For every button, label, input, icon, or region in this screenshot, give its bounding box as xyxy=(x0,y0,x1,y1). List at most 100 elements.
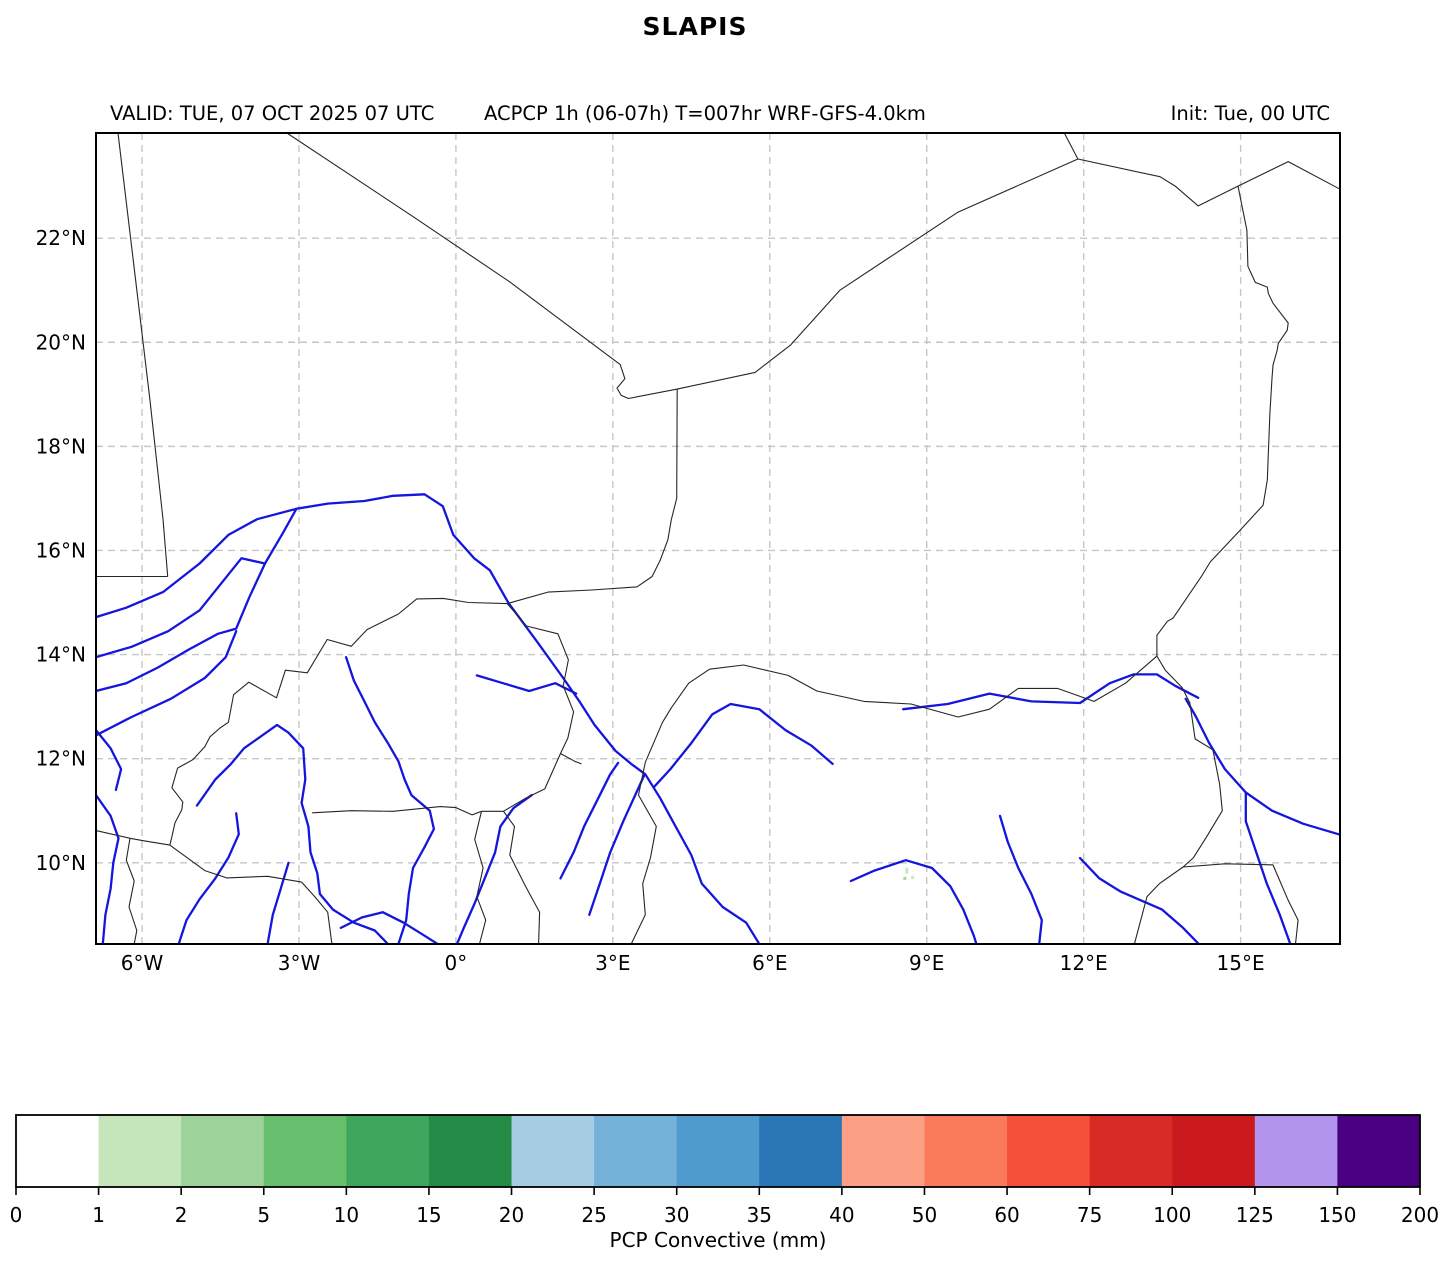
lat-tick-label: 22°N xyxy=(36,226,86,250)
river xyxy=(96,630,238,737)
colorbar-segment xyxy=(676,1115,760,1187)
lon-tick-label: 12°E xyxy=(1060,951,1108,975)
country-border xyxy=(286,133,629,400)
country-border xyxy=(628,158,1079,400)
colorbar-tick-label: 75 xyxy=(1077,1203,1102,1227)
country-border xyxy=(125,838,138,944)
colorbar-segment xyxy=(1337,1115,1421,1187)
lat-tick-label: 12°N xyxy=(36,747,86,771)
colorbar-segment xyxy=(16,1115,100,1187)
lat-tick-label: 10°N xyxy=(36,851,86,875)
country-border xyxy=(1156,185,1289,657)
map-frame xyxy=(95,132,1341,945)
colorbar-tick-label: 200 xyxy=(1401,1203,1439,1227)
lat-tick-label: 14°N xyxy=(36,643,86,667)
country-border xyxy=(644,655,1158,763)
country-border xyxy=(503,753,562,812)
country-border xyxy=(169,844,302,883)
river xyxy=(1184,697,1340,836)
colorbar-segment xyxy=(98,1115,182,1187)
colorbar-tick-label: 50 xyxy=(912,1203,937,1227)
country-border xyxy=(474,811,487,944)
product-label: ACPCP 1h (06-07h) T=007hr WRF-GFS-4.0km xyxy=(484,102,926,125)
lon-tick-label: 6°W xyxy=(121,951,164,975)
colorbar-tick-label: 60 xyxy=(994,1203,1019,1227)
precip-cell xyxy=(911,875,915,879)
country-border xyxy=(312,806,504,816)
colorbar-tick-label: 40 xyxy=(829,1203,854,1227)
country-border xyxy=(1156,655,1223,868)
lon-tick-label: 9°E xyxy=(909,951,944,975)
colorbar-segment xyxy=(181,1115,265,1187)
lon-tick-label: 3°E xyxy=(595,951,630,975)
country-border xyxy=(630,762,657,944)
lat-tick-label: 18°N xyxy=(36,434,86,458)
colorbar-segment xyxy=(924,1115,1008,1187)
precip-cell xyxy=(903,876,907,880)
colorbar-segment xyxy=(841,1115,925,1187)
river xyxy=(266,861,290,944)
colorbar-tick-label: 5 xyxy=(257,1203,270,1227)
river xyxy=(339,911,439,944)
river xyxy=(475,674,578,695)
river xyxy=(588,774,646,916)
river xyxy=(96,793,120,944)
colorbar-segment xyxy=(428,1115,513,1187)
colorbar-frame xyxy=(15,1114,1421,1188)
lon-tick-label: 3°W xyxy=(278,951,321,975)
country-border xyxy=(1133,866,1184,944)
init-time-label: Init: Tue, 00 UTC xyxy=(1170,102,1330,125)
river xyxy=(96,557,267,659)
precip-cell xyxy=(905,867,909,874)
colorbar-segment xyxy=(1089,1115,1173,1187)
country-border xyxy=(506,603,582,765)
river xyxy=(1078,856,1200,944)
lat-tick-label: 16°N xyxy=(36,538,86,562)
river xyxy=(177,812,240,944)
colorbar-tick-label: 125 xyxy=(1236,1203,1274,1227)
colorbar-tick-label: 150 xyxy=(1318,1203,1356,1227)
colorbar-tick-label: 2 xyxy=(175,1203,188,1227)
country-border xyxy=(507,389,678,605)
colorbar-segment xyxy=(759,1115,843,1187)
river xyxy=(344,656,436,944)
colorbar-segment xyxy=(1254,1115,1338,1187)
country-border xyxy=(1183,863,1299,944)
river xyxy=(96,507,298,619)
colorbar-tick-label: 35 xyxy=(747,1203,772,1227)
river xyxy=(902,673,1200,711)
country-border xyxy=(96,829,170,846)
country-border xyxy=(1063,133,1079,160)
colorbar-tick-label: 1 xyxy=(92,1203,105,1227)
map-layers xyxy=(96,133,1340,944)
colorbar-tick-label: 100 xyxy=(1153,1203,1191,1227)
lon-tick-label: 6°E xyxy=(752,951,787,975)
river xyxy=(195,723,390,944)
valid-time-label: VALID: TUE, 07 OCT 2025 07 UTC xyxy=(110,102,435,125)
river xyxy=(998,814,1043,944)
river xyxy=(96,728,123,792)
colorbar-segment xyxy=(263,1115,347,1187)
lon-tick-label: 0° xyxy=(445,951,468,975)
river xyxy=(849,859,978,944)
colorbar-segment xyxy=(511,1115,595,1187)
colorbar-tick-label: 30 xyxy=(664,1203,689,1227)
river xyxy=(455,793,533,944)
river xyxy=(96,493,761,944)
colorbar-segment xyxy=(594,1115,678,1187)
lat-tick-label: 20°N xyxy=(36,330,86,354)
country-border xyxy=(169,597,508,846)
colorbar-axis-label: PCP Convective (mm) xyxy=(609,1228,827,1252)
river xyxy=(559,761,620,880)
river xyxy=(652,702,834,789)
colorbar-segment xyxy=(346,1115,430,1187)
colorbar-segment xyxy=(1007,1115,1091,1187)
country-border xyxy=(117,133,169,577)
country-border xyxy=(503,810,541,944)
colorbar-tick-label: 20 xyxy=(499,1203,524,1227)
colorbar-segment xyxy=(1172,1115,1256,1187)
country-border xyxy=(1077,158,1340,207)
lon-tick-label: 15°E xyxy=(1217,951,1265,975)
colorbar-tick-label: 0 xyxy=(10,1203,23,1227)
